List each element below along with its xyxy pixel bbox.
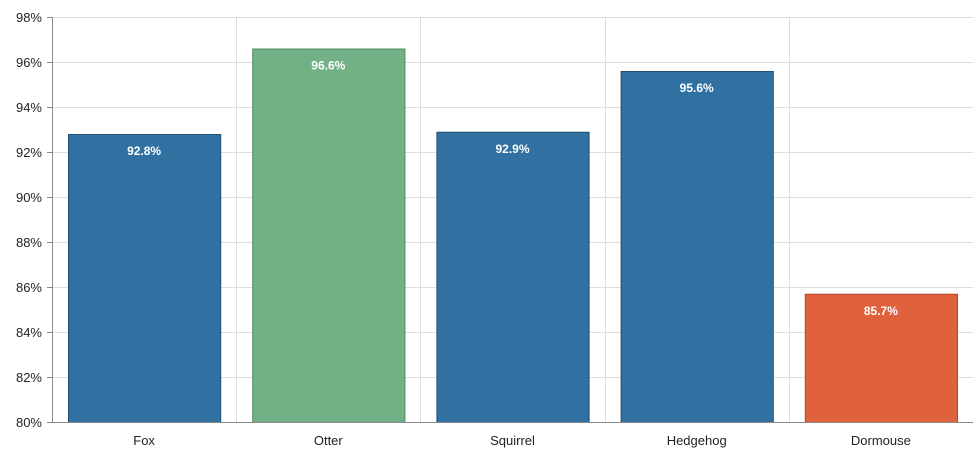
bar-squirrel[interactable] [436, 131, 590, 423]
data-label-fox: 92.8% [127, 144, 161, 158]
y-tick-label: 82% [16, 370, 42, 385]
data-label-hedgehog: 95.6% [680, 81, 714, 95]
data-label-squirrel: 92.9% [495, 142, 529, 156]
y-tick-label: 80% [16, 415, 42, 430]
bar-layer [68, 48, 958, 423]
x-tick-label: Squirrel [490, 433, 535, 448]
bar-otter[interactable] [252, 48, 406, 423]
axis-layer [47, 17, 973, 423]
bar-hedgehog[interactable] [620, 71, 774, 423]
y-tick-label: 84% [16, 325, 42, 340]
bar-dormouse[interactable] [804, 293, 958, 423]
y-tick-label: 92% [16, 145, 42, 160]
data-label-otter: 96.6% [311, 59, 345, 73]
data-label-dormouse: 85.7% [864, 304, 898, 318]
y-tick-label: 88% [16, 235, 42, 250]
y-tick-label: 98% [16, 10, 42, 25]
label-layer: 80% 82% 84% 86% 88% 90% 92% 94% 96% 98% 92.8% Fox 96… [16, 10, 911, 448]
y-tick-label: 94% [16, 100, 42, 115]
x-tick-label: Fox [133, 433, 155, 448]
y-tick-label: 86% [16, 280, 42, 295]
y-tick-label: 90% [16, 190, 42, 205]
bar-fox[interactable] [68, 134, 222, 423]
y-tick-label: 96% [16, 55, 42, 70]
x-tick-label: Otter [314, 433, 344, 448]
x-tick-label: Dormouse [851, 433, 911, 448]
x-tick-label: Hedgehog [667, 433, 727, 448]
